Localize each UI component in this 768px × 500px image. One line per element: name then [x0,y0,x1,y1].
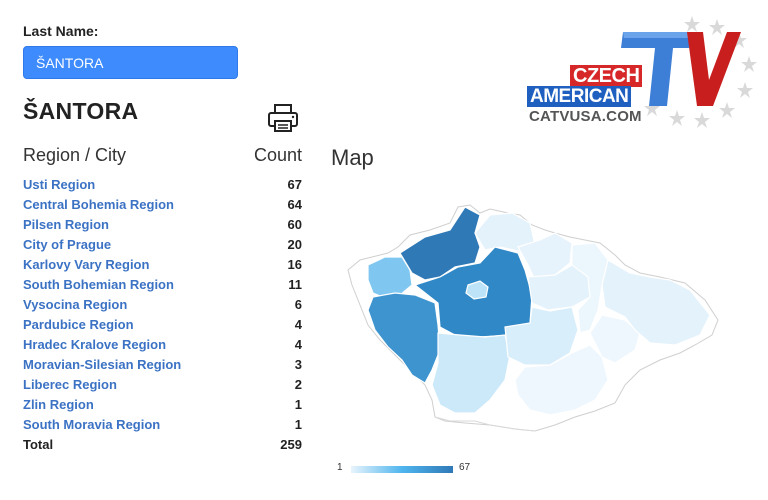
region-link[interactable]: South Moravia Region [23,417,161,432]
region-count: 3 [294,357,302,372]
region-count: 4 [294,337,302,352]
map-region-hradec-kralove[interactable] [517,232,573,281]
print-button[interactable] [266,103,300,133]
printer-icon [268,104,298,132]
region-count: 11 [288,277,302,292]
region-link[interactable]: Hradec Kralove Region [23,337,167,352]
table-row: Vysocina Region 6 [23,295,302,315]
region-link[interactable]: City of Prague [23,237,112,252]
region-link[interactable]: South Bohemian Region [23,277,174,292]
region-count: 16 [287,257,302,272]
table-row: South Bohemian Region 11 [23,275,302,295]
table-row: Pardubice Region 4 [23,315,302,335]
map-region-olomouc[interactable] [571,242,609,334]
total-label: Total [23,437,54,452]
region-link[interactable]: Moravian-Silesian Region [23,357,182,372]
region-link[interactable]: Liberec Region [23,377,117,392]
region-link[interactable]: Usti Region [23,177,96,192]
legend-max: 67 [459,462,471,473]
region-link[interactable]: Karlovy Vary Region [23,257,150,272]
region-count: 60 [287,217,302,232]
region-count: 2 [294,377,302,392]
region-count: 1 [294,417,302,432]
map-region-moravian-silesian[interactable] [601,259,711,346]
map-region-prague[interactable] [465,280,489,300]
table-row: Central Bohemia Region 64 [23,195,302,215]
column-header-region: Region / City [23,145,127,165]
table-row: Usti Region 67 [23,175,302,195]
last-name-label: Last Name: [23,23,99,39]
logo-site-text: CATVUSA.COM [529,108,642,125]
region-count: 6 [294,297,302,312]
map-region-south-moravia[interactable] [514,344,609,416]
region-count: 1 [294,397,302,412]
table-row: Moravian-Silesian Region 3 [23,355,302,375]
region-count: 20 [287,237,302,252]
map-region-vysocina[interactable] [504,306,579,366]
map-region-karlovy-vary[interactable] [367,256,413,299]
region-link[interactable]: Zlin Region [23,397,94,412]
table-row: Zlin Region 1 [23,395,302,415]
region-map [340,185,730,440]
last-name-input[interactable] [23,46,238,79]
table-row: Liberec Region 2 [23,375,302,395]
table-row: City of Prague 20 [23,235,302,255]
czech-american-tv-logo[interactable]: CZECH AMERICAN CATVUSA.COM [527,14,757,132]
map-region-zlin[interactable] [589,314,641,364]
region-count: 4 [294,317,302,332]
region-link[interactable]: Vysocina Region [23,297,128,312]
map-region-south-bohemia[interactable] [431,332,511,414]
legend-gradient [351,466,453,473]
total-value: 259 [280,437,302,452]
region-count: 64 [287,197,302,212]
map-region-usti[interactable] [399,206,481,281]
region-count: 67 [287,177,302,192]
legend-min: 1 [337,462,343,473]
region-link[interactable]: Pardubice Region [23,317,134,332]
map-title: Map [331,145,374,170]
table-row: Hradec Kralove Region 4 [23,335,302,355]
map-region-pilsen[interactable] [367,292,441,384]
table-row: South Moravia Region 1 [23,415,302,435]
region-link[interactable]: Central Bohemia Region [23,197,174,212]
table-row: Karlovy Vary Region 16 [23,255,302,275]
surname-title: ŠANTORA [23,98,139,124]
map-legend: 1 67 [337,462,477,476]
column-header-count: Count [253,145,302,165]
region-table: Usti Region 67 Central Bohemia Region 64 P… [23,175,302,435]
total-row: Total 259 [23,435,302,455]
logo-czech-text: CZECH [570,65,643,87]
logo-american-text: AMERICAN [527,86,632,107]
region-link[interactable]: Pilsen Region [23,217,109,232]
table-row: Pilsen Region 60 [23,215,302,235]
